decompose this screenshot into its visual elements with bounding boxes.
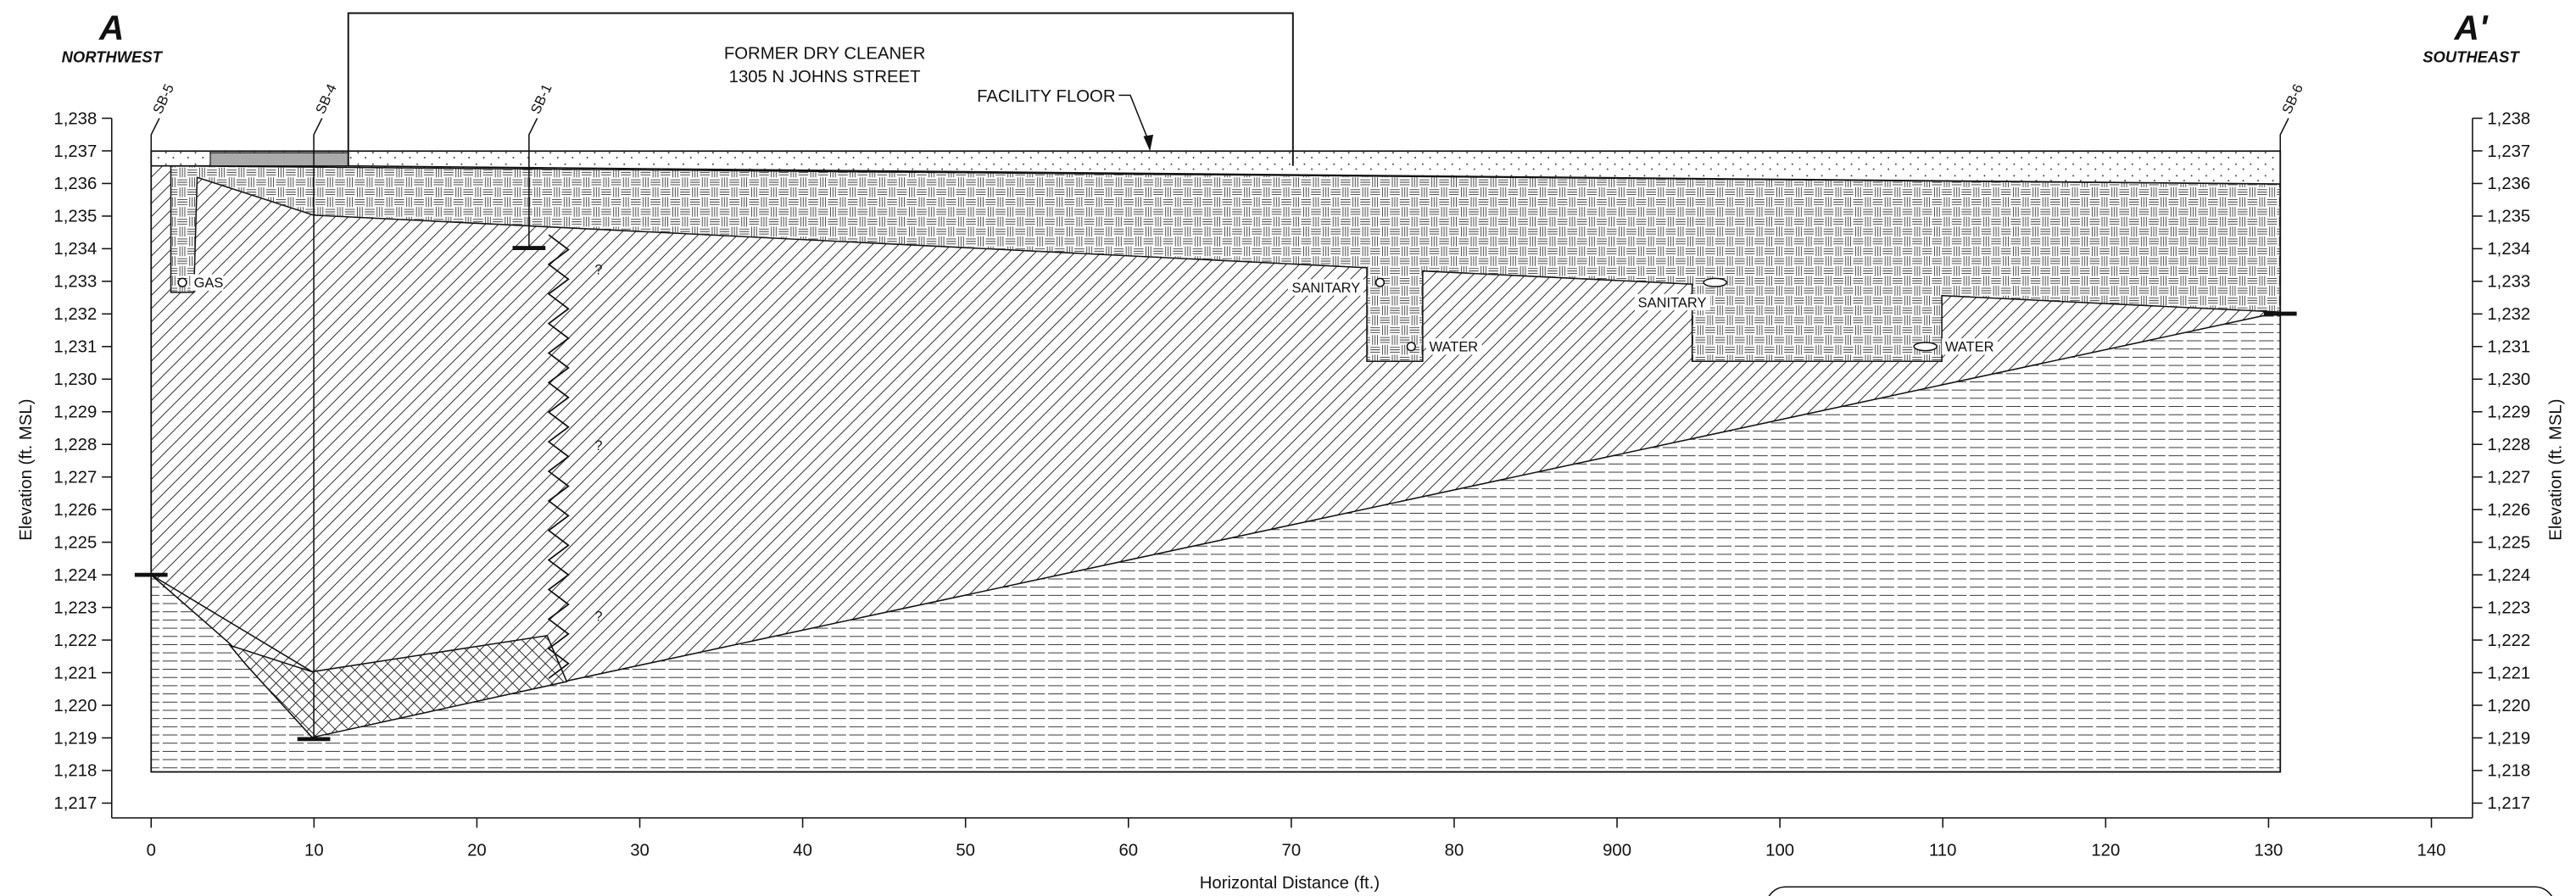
y-tick-label: 1,228 (53, 436, 97, 454)
unknown-mark: ? (594, 609, 602, 624)
direction-label: SOUTHEAST (2423, 48, 2520, 66)
y-tick-label: 1,234 (53, 240, 97, 259)
x-tick-label: 140 (2417, 841, 2446, 860)
unknown-mark: ? (594, 263, 602, 278)
y-tick-label: 1,229 (53, 403, 97, 422)
y-tick-label: 1,220 (53, 697, 97, 715)
water-pipe (1914, 342, 1937, 351)
y-tick-label: 1,233 (53, 273, 97, 292)
sanitary-pipe (1376, 278, 1385, 287)
x-tick-label: 20 (467, 841, 487, 860)
y-tick-label: 1,237 (53, 142, 97, 161)
y-tick-label: 1,235 (53, 208, 97, 226)
y-tick-label: 1,222 (2487, 632, 2530, 650)
utility-label: SANITARY (1291, 281, 1360, 296)
y-tick-label: 1,238 (53, 109, 97, 128)
direction-label: NORTHWEST (62, 48, 164, 66)
x-tick-label: 10 (304, 841, 324, 860)
x-tick-label: 100 (1765, 841, 1794, 860)
building-name: FORMER DRY CLEANER (724, 45, 926, 64)
y-axis-title: Elevation (ft. MSL) (2547, 399, 2566, 541)
y-tick-label: 1,236 (53, 175, 97, 193)
utility-label: GAS (194, 275, 224, 291)
floor-label: FACILITY FLOOR (977, 87, 1115, 106)
x-tick-label: 110 (1929, 841, 1956, 860)
boring-label: SB-5 (150, 82, 177, 117)
y-tick-label: 1,238 (2487, 109, 2530, 128)
x-tick-label: 30 (630, 841, 650, 860)
y-tick-label: 1,221 (2487, 664, 2530, 682)
y-tick-label: 1,221 (53, 664, 97, 682)
floor-slab (210, 153, 348, 165)
y-tick-label: 1,231 (2487, 338, 2530, 357)
arrowhead (1144, 135, 1154, 151)
y-tick-label: 1,224 (53, 566, 97, 585)
x-tick-label: 80 (1445, 841, 1464, 860)
y-tick-label: 1,226 (53, 501, 97, 520)
x-tick-label: 50 (956, 841, 975, 860)
x-tick-label: 0 (147, 841, 156, 860)
y-tick-label: 1,232 (2487, 305, 2530, 324)
utility-label: WATER (1430, 340, 1479, 355)
x-tick-label: 70 (1282, 841, 1302, 860)
boring-label: SB-6 (2279, 82, 2306, 117)
y-tick-label: 1,236 (2487, 175, 2530, 193)
legend-box (1766, 887, 2555, 896)
y-tick-label: 1,217 (53, 794, 97, 813)
water-pipe (1407, 342, 1415, 351)
gas-pipe (178, 278, 187, 287)
utility-label: SANITARY (1638, 295, 1707, 310)
y-tick-label: 1,222 (53, 632, 97, 650)
y-tick-label: 1,220 (2487, 697, 2530, 715)
y-tick-label: 1,218 (53, 762, 97, 781)
y-tick-label: 1,230 (2487, 370, 2530, 389)
y-tick-label: 1,223 (2487, 598, 2530, 617)
y-tick-label: 1,218 (2487, 762, 2530, 781)
unknown-mark: ? (594, 438, 602, 454)
x-tick-label: 120 (2091, 841, 2120, 860)
y-tick-label: 1,235 (2487, 208, 2530, 226)
section-end: A' (2453, 8, 2488, 47)
y-tick-label: 1,224 (2487, 566, 2530, 585)
y-axis-title: Elevation (ft. MSL) (17, 399, 36, 541)
y-tick-label: 1,225 (2487, 533, 2530, 552)
y-tick-label: 1,227 (53, 468, 97, 487)
y-tick-label: 1,225 (53, 533, 97, 552)
x-tick-label: 900 (1603, 841, 1631, 860)
y-tick-label: 1,223 (53, 598, 97, 617)
building-address: 1305 N JOHNS STREET (729, 68, 921, 86)
cross-section: FORMER DRY CLEANER 1305 N JOHNS STREET F… (0, 0, 2576, 896)
y-tick-label: 1,217 (2487, 794, 2530, 813)
x-tick-label: 60 (1118, 841, 1138, 860)
x-tick-label: 130 (2254, 841, 2283, 860)
x-axis-title: Horizontal Distance (ft.) (1200, 874, 1380, 893)
y-tick-label: 1,219 (2487, 729, 2530, 748)
x-tick-label: 40 (793, 841, 812, 860)
y-tick-label: 1,231 (53, 338, 97, 357)
y-tick-label: 1,226 (2487, 501, 2530, 520)
y-tick-label: 1,228 (2487, 436, 2530, 454)
boring-label: SB-4 (313, 82, 340, 117)
sanitary-pipe (1703, 278, 1726, 287)
y-tick-label: 1,237 (2487, 142, 2530, 161)
y-tick-label: 1,232 (53, 305, 97, 324)
y-tick-label: 1,219 (53, 729, 97, 748)
section-start: A (98, 8, 124, 47)
y-tick-label: 1,234 (2487, 240, 2530, 259)
y-tick-label: 1,229 (2487, 403, 2530, 422)
utility-label: WATER (1945, 340, 1994, 355)
boring-label: SB-1 (528, 82, 555, 117)
page: {"header": {"left_label": "A", "left_dir… (0, 0, 2576, 896)
boring-line (2280, 118, 2289, 314)
y-tick-label: 1,230 (53, 370, 97, 389)
y-tick-label: 1,233 (2487, 273, 2530, 292)
y-tick-label: 1,227 (2487, 468, 2530, 487)
